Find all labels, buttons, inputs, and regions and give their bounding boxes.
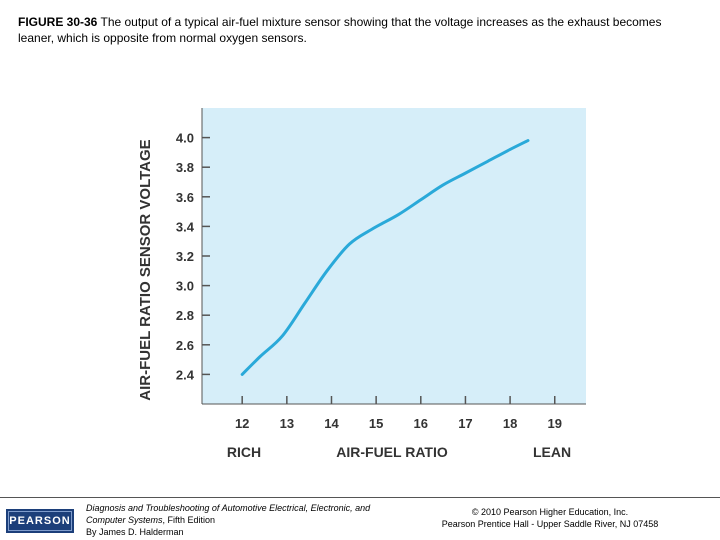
x-axis-label: AIR-FUEL RATIO <box>336 444 448 460</box>
y-tick-label: 2.6 <box>176 338 194 353</box>
x-tick-label: 17 <box>458 416 472 431</box>
x-tick-label: 15 <box>369 416 383 431</box>
y-tick-label: 2.8 <box>176 308 194 323</box>
figure-caption-text: The output of a typical air-fuel mixture… <box>18 15 662 45</box>
x-tick-label: 16 <box>414 416 428 431</box>
book-edition: , Fifth Edition <box>162 515 216 525</box>
x-tick-label: 18 <box>503 416 517 431</box>
footer-divider <box>0 497 720 498</box>
x-axis-label-rich: RICH <box>227 444 261 460</box>
plot-background <box>202 108 586 404</box>
y-tick-label: 3.4 <box>176 219 195 234</box>
y-tick-label: 4.0 <box>176 131 194 146</box>
y-tick-label: 3.0 <box>176 279 194 294</box>
pearson-logo: PEARSON <box>6 509 74 533</box>
figure-caption: FIGURE 30-36 The output of a typical air… <box>18 14 698 46</box>
x-axis-label-lean: LEAN <box>533 444 571 460</box>
x-tick-group: 12 13 14 15 16 17 18 19 <box>235 396 562 431</box>
voltage-chart: 2.4 2.6 2.8 3.0 3.2 3.4 3.6 3.8 4.0 12 13 14 15 16 17… <box>137 108 586 460</box>
series-line <box>240 139 530 376</box>
book-title: Diagnosis and Troubleshooting of Automot… <box>86 503 371 525</box>
x-tick-label: 19 <box>548 416 562 431</box>
y-tick-label: 2.4 <box>176 367 195 382</box>
x-tick-label: 13 <box>280 416 294 431</box>
y-axis-label: AIR-FUEL RATIO SENSOR VOLTAGE <box>137 139 154 400</box>
figure-label: FIGURE 30-36 <box>18 15 98 29</box>
y-tick-group: 2.4 2.6 2.8 3.0 3.2 3.4 3.6 3.8 4.0 <box>176 131 210 382</box>
book-citation: Diagnosis and Troubleshooting of Automot… <box>86 502 386 538</box>
y-tick-label: 3.6 <box>176 190 194 205</box>
publisher-text: Pearson Prentice Hall - Upper Saddle Riv… <box>441 519 659 529</box>
y-tick-label: 3.8 <box>176 160 194 175</box>
copyright-block: © 2010 Pearson Higher Education, Inc. Pe… <box>400 506 700 530</box>
x-tick-label: 14 <box>324 416 339 431</box>
y-tick-label: 3.2 <box>176 249 194 264</box>
x-tick-label: 12 <box>235 416 249 431</box>
copyright-text: © 2010 Pearson Higher Education, Inc. <box>471 507 629 517</box>
book-author: By James D. Halderman <box>86 527 184 537</box>
